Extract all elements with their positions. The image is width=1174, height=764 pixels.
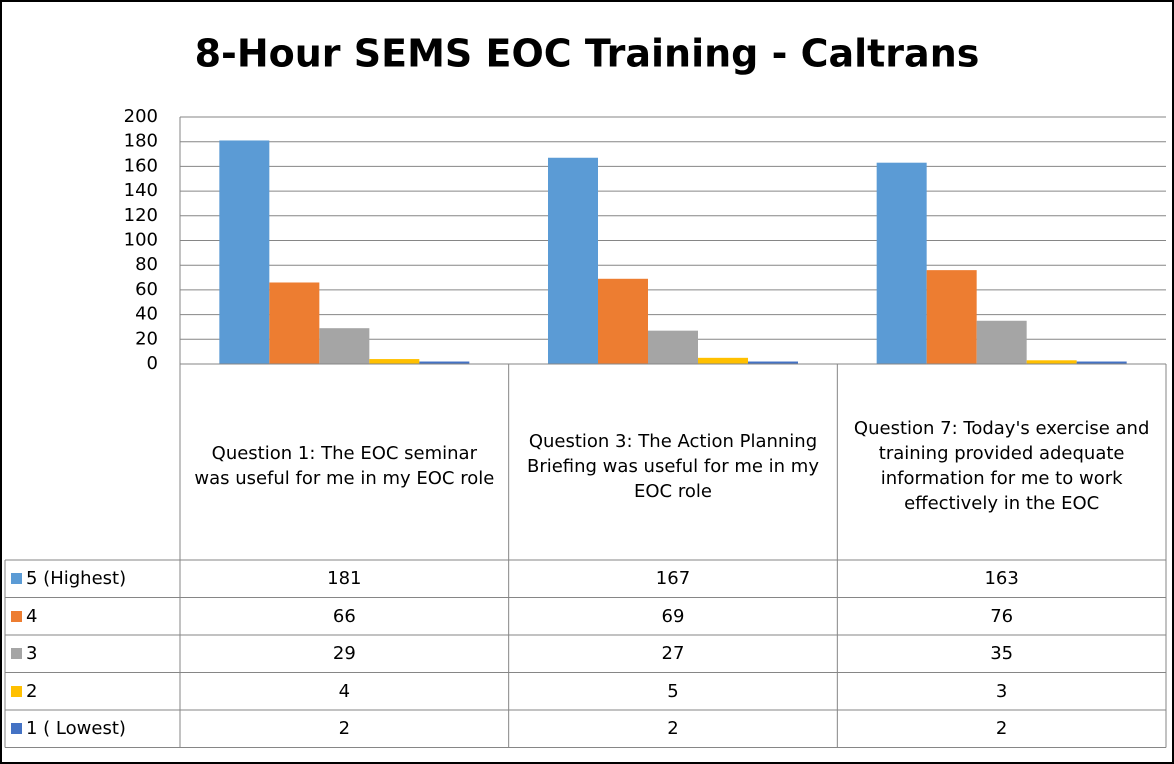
table-value: 35 bbox=[990, 643, 1014, 665]
table-value: 2 bbox=[995, 718, 1008, 740]
table-value: 163 bbox=[984, 568, 1019, 590]
legend-key bbox=[11, 573, 22, 585]
y-tick-label: 0 bbox=[147, 353, 158, 374]
table-value: 4 bbox=[338, 680, 351, 702]
y-tick-label: 140 bbox=[124, 180, 158, 201]
bar bbox=[369, 359, 420, 364]
bar bbox=[419, 361, 470, 364]
y-tick-label: 80 bbox=[135, 254, 158, 275]
table-value: 66 bbox=[332, 605, 356, 627]
bar bbox=[748, 361, 798, 364]
legend-key bbox=[11, 648, 22, 660]
bar bbox=[1076, 361, 1127, 364]
bar bbox=[976, 320, 1027, 364]
y-tick-label: 40 bbox=[135, 304, 158, 325]
legend-entry: 1 ( Lowest) bbox=[11, 710, 126, 748]
table-value: 2 bbox=[338, 718, 351, 740]
bar bbox=[598, 278, 648, 364]
category-label: Question 7: Today's exercise and trainin… bbox=[853, 418, 1150, 514]
bar bbox=[698, 357, 748, 364]
category-label: Question 3: The Action Planning Briefing… bbox=[526, 430, 819, 502]
bar bbox=[926, 270, 977, 364]
table-value: 69 bbox=[661, 605, 685, 627]
legend-entry: 2 bbox=[11, 673, 37, 711]
legend-label: 4 bbox=[26, 605, 38, 627]
y-tick-label: 60 bbox=[135, 279, 158, 300]
bar bbox=[219, 140, 270, 364]
bar bbox=[1026, 360, 1077, 364]
y-tick-label: 20 bbox=[135, 328, 158, 349]
legend-entry: 3 bbox=[11, 635, 37, 673]
table-value: 2 bbox=[667, 718, 679, 740]
table-value: 181 bbox=[327, 568, 362, 590]
legend-key bbox=[11, 723, 22, 735]
legend-entry: 5 (Highest) bbox=[11, 560, 126, 598]
legend-label: 3 bbox=[26, 643, 38, 665]
table-value: 167 bbox=[655, 568, 691, 590]
table-value: 76 bbox=[990, 605, 1014, 627]
bar bbox=[548, 157, 598, 364]
category-label: Question 1: The EOC seminar was useful f… bbox=[194, 443, 495, 489]
y-tick-label: 100 bbox=[124, 230, 158, 251]
bar bbox=[269, 282, 320, 364]
table-value: 27 bbox=[661, 643, 685, 665]
legend-entry: 4 bbox=[11, 598, 37, 636]
legend-key bbox=[11, 610, 22, 622]
table-value: 29 bbox=[332, 643, 356, 665]
chart-title: 8-Hour SEMS EOC Training - Caltrans bbox=[195, 32, 980, 76]
legend-label: 1 ( Lowest) bbox=[26, 718, 126, 740]
legend-label: 2 bbox=[26, 680, 38, 702]
legend-label: 5 (Highest) bbox=[26, 568, 127, 590]
bar bbox=[319, 328, 370, 364]
y-tick-label: 160 bbox=[124, 155, 158, 176]
legend-key bbox=[11, 685, 22, 697]
table-value: 5 bbox=[667, 680, 679, 702]
table-value: 3 bbox=[995, 680, 1008, 702]
y-tick-label: 120 bbox=[124, 205, 158, 226]
y-tick-label: 200 bbox=[124, 106, 158, 127]
y-tick-label: 180 bbox=[124, 131, 158, 152]
bar bbox=[876, 162, 927, 364]
bar bbox=[648, 330, 698, 364]
